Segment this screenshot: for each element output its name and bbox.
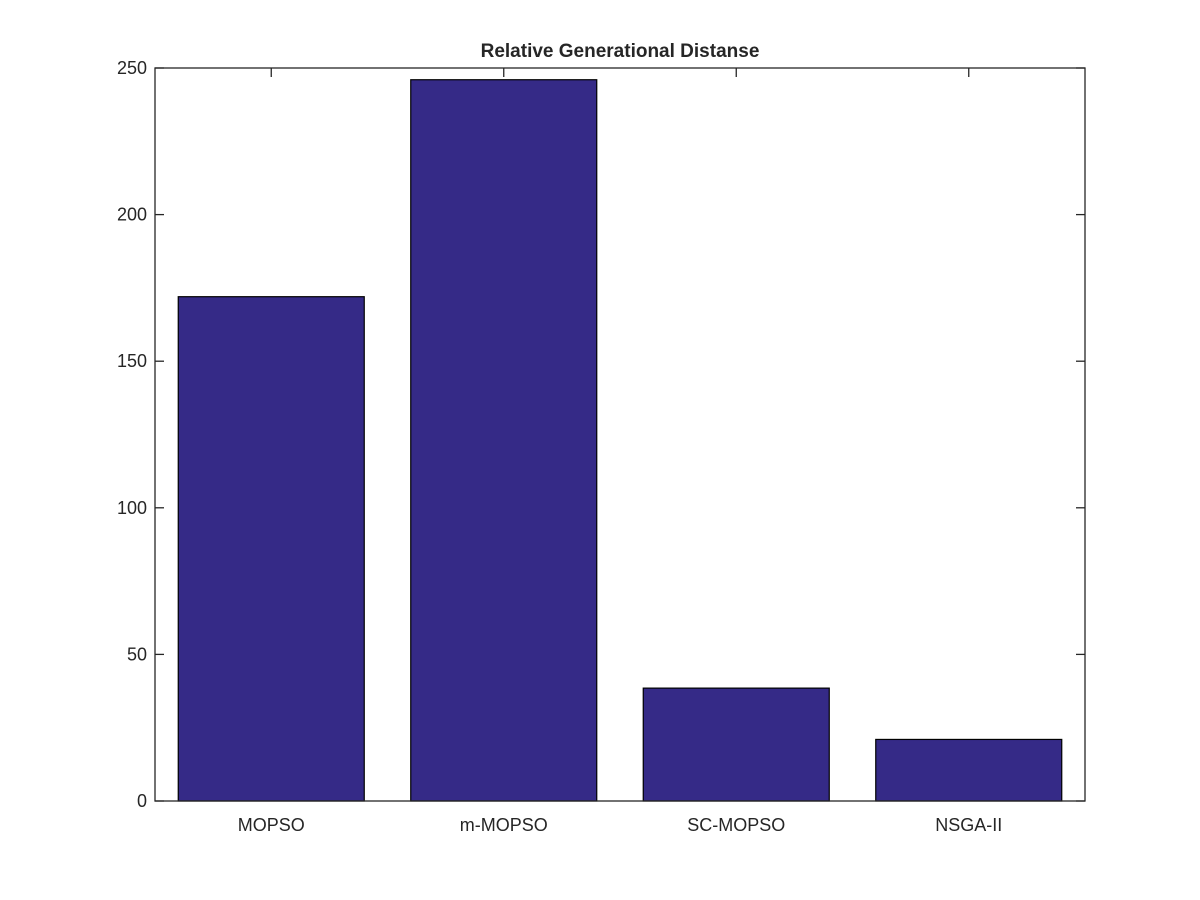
y-tick-label: 50	[127, 644, 147, 664]
x-tick-label: MOPSO	[238, 815, 305, 835]
bar-m-mopso	[410, 79, 598, 802]
x-tick-label: m-MOPSO	[460, 815, 548, 835]
x-tick-label: NSGA-II	[935, 815, 1002, 835]
y-tick-label: 100	[117, 498, 147, 518]
bar-nsga-ii	[875, 738, 1063, 802]
axes-box	[154, 67, 1086, 802]
y-tick-label: 0	[137, 791, 147, 811]
bar-mopso	[177, 296, 365, 802]
x-tick-label: SC-MOPSO	[687, 815, 785, 835]
y-tick-label: 250	[117, 58, 147, 78]
bars-layer	[177, 79, 1063, 802]
y-tick-label: 150	[117, 351, 147, 371]
bar-sc-mopso	[642, 687, 830, 802]
ticks-layer: MOPSO m-MOPSO SC-MOPSO NSGA-II 0 50 100 150 200 2…	[117, 58, 1085, 835]
chart-title: Relative Generational Distanse	[481, 41, 760, 62]
y-tick-label: 200	[117, 205, 147, 225]
